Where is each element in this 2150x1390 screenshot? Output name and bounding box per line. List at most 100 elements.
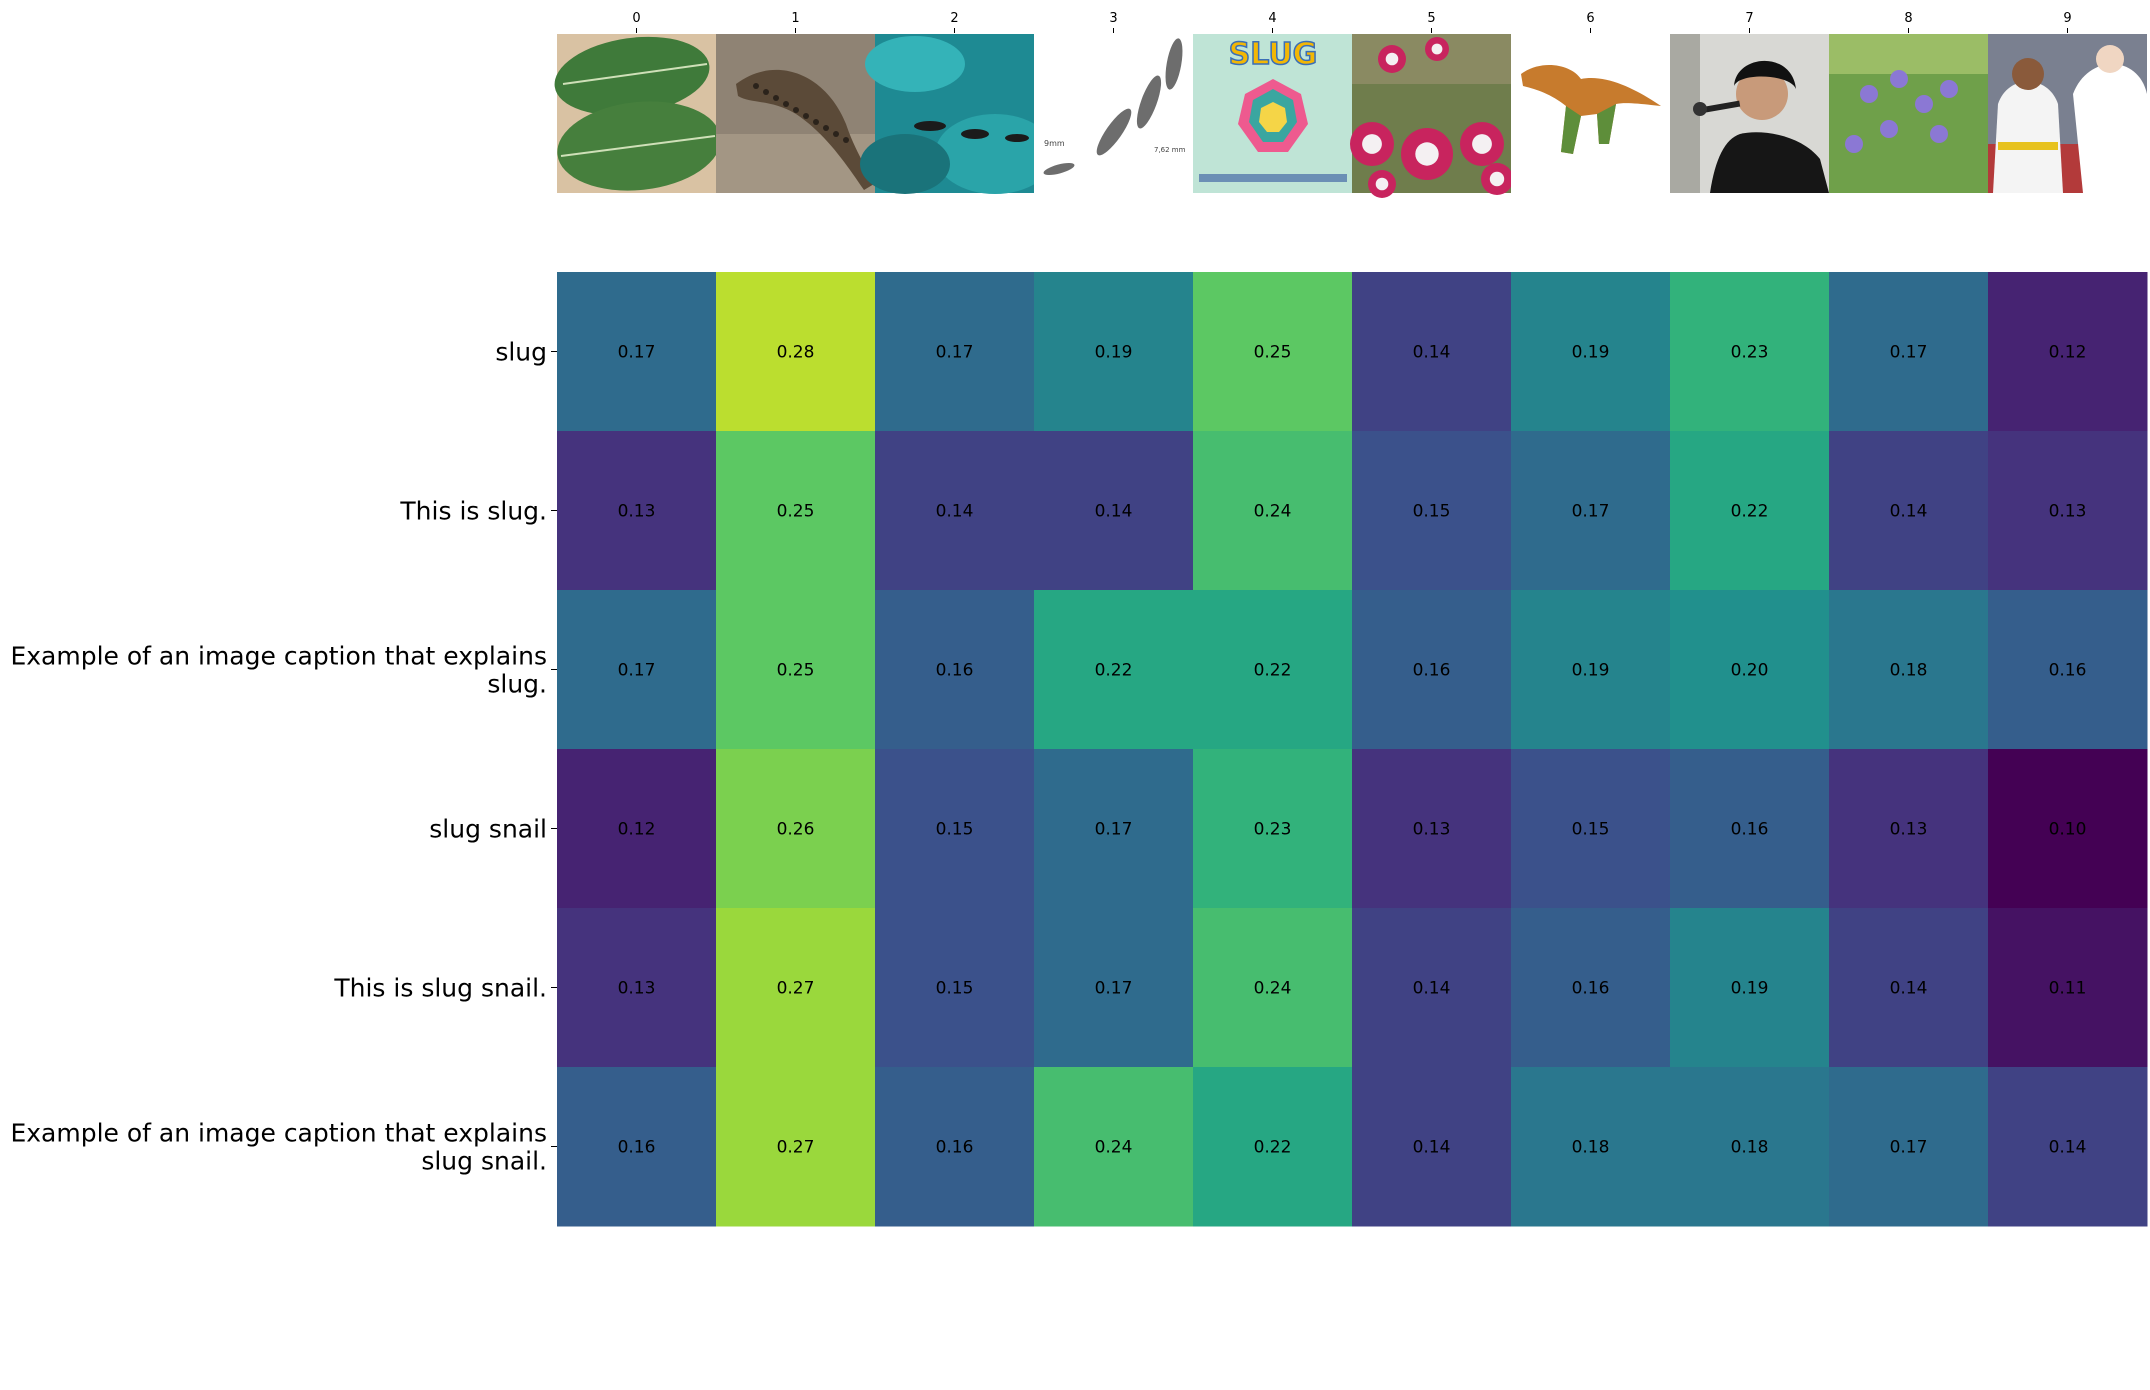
heatmap-cell <box>1670 908 1830 1068</box>
heatmap-cell <box>1034 431 1194 591</box>
cell-value-label: 0.14 <box>936 502 974 522</box>
heatmap-cell <box>716 908 876 1068</box>
heatmap-cell <box>1034 272 1194 432</box>
heatmap-cell <box>716 1067 876 1227</box>
x-tick-label: 5 <box>1427 11 1435 26</box>
heatmap-cell <box>716 431 876 591</box>
heatmap-cell <box>1511 272 1671 432</box>
y-tick-label: slug snail <box>429 815 547 844</box>
heatmap-cell <box>1193 1067 1353 1227</box>
cell-value-label: 0.17 <box>1095 820 1133 840</box>
x-tick-label: 1 <box>791 11 799 26</box>
heatmap-cell <box>1352 749 1512 909</box>
cell-value-label: 0.26 <box>777 820 815 840</box>
heatmap-cell <box>1829 749 1989 909</box>
cell-value-label: 0.14 <box>1413 1138 1451 1158</box>
heatmap-cell <box>1034 590 1194 750</box>
heatmap-cell <box>1193 272 1353 432</box>
heatmap-cell <box>1988 1067 2148 1227</box>
heatmap-cell <box>716 590 876 750</box>
y-tick-label: slug <box>495 338 547 367</box>
cell-value-label: 0.24 <box>1254 979 1292 999</box>
cell-value-label: 0.14 <box>1095 502 1133 522</box>
heatmap-cell <box>875 749 1035 909</box>
heatmap-cell <box>1829 908 1989 1068</box>
cell-value-label: 0.24 <box>1095 1138 1133 1158</box>
heatmap-cell <box>557 272 717 432</box>
cell-value-label: 0.14 <box>1413 343 1451 363</box>
x-tick-label: 0 <box>632 11 640 26</box>
heatmap-cell <box>1988 908 2148 1068</box>
x-tick-label: 4 <box>1268 11 1276 26</box>
heatmap-cell <box>557 1067 717 1227</box>
y-tick-label: Example of an image caption that explain… <box>10 1119 547 1176</box>
cell-value-label: 0.14 <box>1890 502 1928 522</box>
cell-value-label: 0.28 <box>777 343 815 363</box>
heatmap-cell <box>1193 431 1353 591</box>
bullet-label-9mm: 9mm <box>1044 139 1065 148</box>
cell-value-label: 0.18 <box>1731 1138 1769 1158</box>
y-tick-label: Example of an image caption that explain… <box>10 642 547 699</box>
heatmap-cell <box>1034 908 1194 1068</box>
heatmap-cell <box>1988 749 2148 909</box>
heatmap-cell <box>1829 272 1989 432</box>
heatmap-cell <box>1511 908 1671 1068</box>
heatmap-cell <box>1829 590 1989 750</box>
cell-value-label: 0.12 <box>618 820 656 840</box>
heatmap-cell <box>1034 749 1194 909</box>
cell-value-label: 0.19 <box>1095 343 1133 363</box>
cell-value-label: 0.17 <box>618 661 656 681</box>
cell-value-label: 0.18 <box>1890 661 1928 681</box>
heatmap-cell <box>1511 749 1671 909</box>
green-leaves-icon <box>554 34 721 193</box>
x-axis-ticks: 0 1 2 3 4 5 6 7 8 9 <box>632 11 2072 33</box>
heatmap-cell <box>557 590 717 750</box>
slug-on-rock-icon <box>716 34 875 193</box>
heatmap-cell <box>1988 431 2148 591</box>
heatmap-cell <box>557 749 717 909</box>
cell-value-label: 0.10 <box>2049 820 2087 840</box>
heatmap-cell <box>1193 749 1353 909</box>
bullet-label-762: 7,62 mm <box>1154 146 1186 154</box>
heatmap-cell <box>1511 1067 1671 1227</box>
slug-poster-icon: SLUG <box>1193 34 1352 193</box>
cell-value-label: 0.16 <box>1572 979 1610 999</box>
heatmap-cell <box>716 749 876 909</box>
cell-value-label: 0.23 <box>1731 343 1769 363</box>
cell-value-label: 0.14 <box>2049 1138 2087 1158</box>
x-tick-label: 7 <box>1745 11 1753 26</box>
poster-title: SLUG <box>1229 37 1318 72</box>
cell-value-label: 0.16 <box>936 1138 974 1158</box>
heatmap-cell <box>1670 272 1830 432</box>
cell-value-label: 0.17 <box>1095 979 1133 999</box>
heatmap-cell <box>1511 590 1671 750</box>
y-tick-label: This is slug. <box>399 497 547 526</box>
heatmap-cell <box>557 431 717 591</box>
heatmap-cells: 0.17 0.28 0.17 0.19 0.25 0.14 0.19 0.23 0.17 0.12… <box>557 272 2148 1227</box>
x-tick-label: 8 <box>1904 11 1912 26</box>
heatmap-cell <box>1034 1067 1194 1227</box>
cell-value-label: 0.16 <box>2049 661 2087 681</box>
heatmap-cell <box>1352 431 1512 591</box>
heatmap-cell <box>557 908 717 1068</box>
heatmap-cell <box>1670 1067 1830 1227</box>
cell-value-label: 0.19 <box>1572 661 1610 681</box>
cell-value-label: 0.16 <box>1413 661 1451 681</box>
cell-value-label: 0.13 <box>1890 820 1928 840</box>
cell-value-label: 0.14 <box>1413 979 1451 999</box>
cell-value-label: 0.11 <box>2049 979 2087 999</box>
x-tick-label: 6 <box>1586 11 1594 26</box>
cell-value-label: 0.17 <box>1890 343 1928 363</box>
heatmap-cell <box>1511 431 1671 591</box>
cell-value-label: 0.17 <box>936 343 974 363</box>
cell-value-label: 0.16 <box>936 661 974 681</box>
cell-value-label: 0.24 <box>1254 502 1292 522</box>
bullets-icon: 9mm 7,62 mm <box>1034 34 1193 193</box>
heatmap-cell <box>1670 431 1830 591</box>
cell-value-label: 0.27 <box>777 979 815 999</box>
image-thumbnail-strip: 9mm 7,62 mm SLUG <box>554 34 2147 198</box>
heatmap-cell <box>1988 272 2148 432</box>
cell-value-label: 0.25 <box>777 661 815 681</box>
cell-value-label: 0.22 <box>1095 661 1133 681</box>
fish-underwater-icon <box>860 34 1055 194</box>
